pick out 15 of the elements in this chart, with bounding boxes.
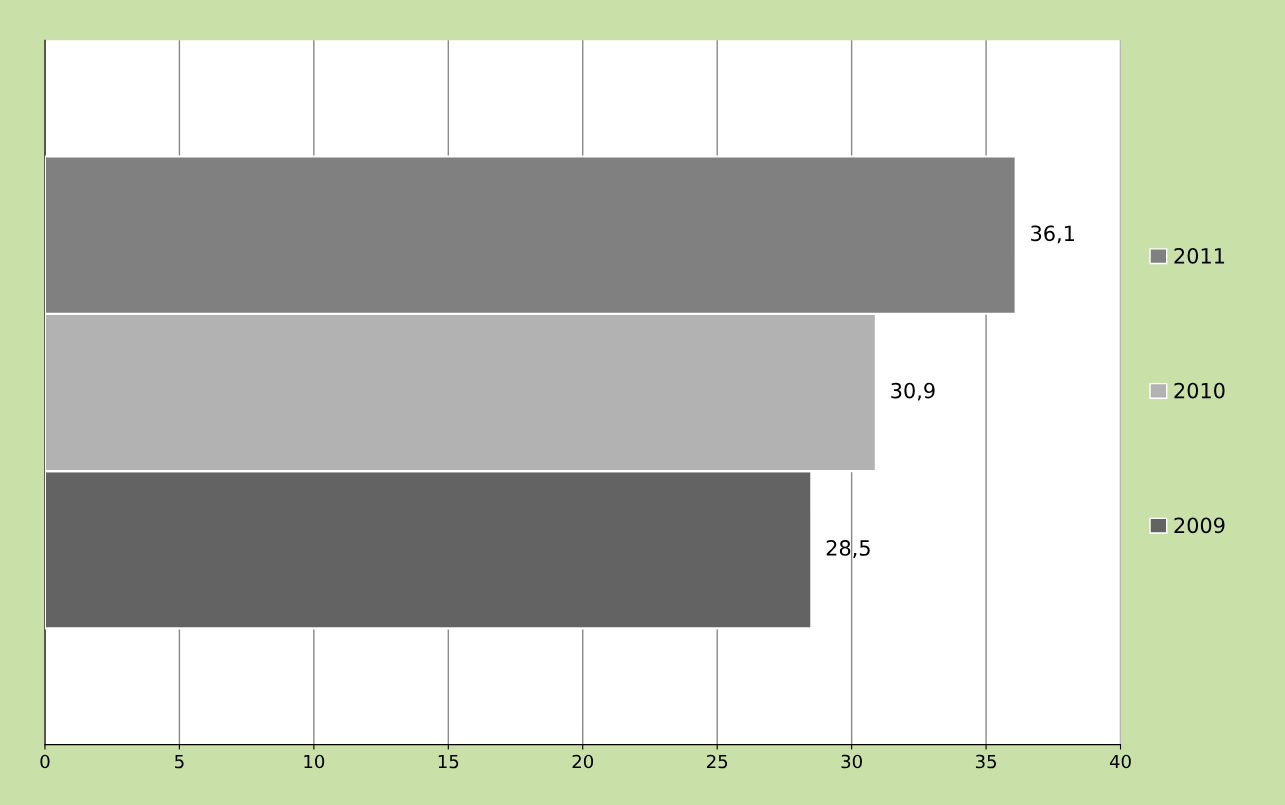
x-tick-label: 40 [1109,754,1131,769]
legend-label: 2009 [1174,517,1225,534]
data-label: 28,5 [826,540,870,558]
legend-label: 2010 [1174,382,1225,399]
data-label: 30,9 [891,382,935,401]
x-tick-label: 5 [175,754,184,769]
x-tick-label: 30 [841,754,862,769]
x-tick-label: 20 [572,754,594,769]
x-tick-label: 0 [40,754,50,769]
x-tick-label: 15 [438,754,459,769]
x-tick-label: 35 [975,754,996,769]
legend-label: 2011 [1174,247,1225,264]
x-tick-label: 25 [707,754,728,769]
x-tick-label: 10 [304,754,325,769]
data-label: 36,1 [1031,225,1075,244]
